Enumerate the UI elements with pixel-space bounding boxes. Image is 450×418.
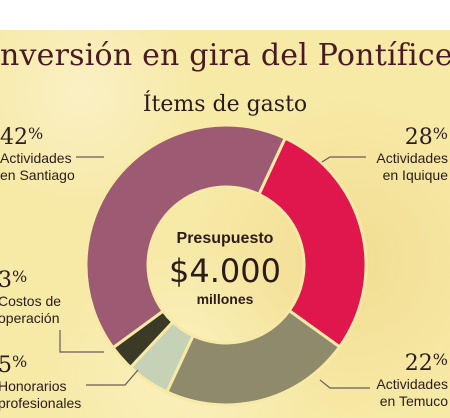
pct-santiago: 42% bbox=[0, 124, 44, 150]
leader-costos bbox=[59, 330, 104, 353]
label-santiago-line1: Actividades bbox=[0, 150, 72, 166]
leader-temuco bbox=[319, 379, 370, 389]
pct-iquique: 28% bbox=[404, 124, 448, 150]
label-temuco-line2: en Temuco bbox=[379, 393, 448, 409]
label-costos: 3% Costos de operación bbox=[0, 269, 61, 327]
center-unit: millones bbox=[196, 291, 254, 307]
label-honorarios: 5% Honorarios profesionales bbox=[0, 354, 81, 412]
label-santiago-line2: en Santiago bbox=[0, 167, 75, 183]
pct-temuco: 22% bbox=[404, 350, 448, 376]
label-costos-line2: operación bbox=[0, 310, 60, 326]
slices-layer bbox=[84, 123, 368, 407]
pct-costos: 3% bbox=[0, 267, 28, 293]
slice-iquique bbox=[256, 136, 368, 349]
center-value: $4.000 bbox=[169, 252, 281, 290]
leader-lines bbox=[59, 156, 370, 389]
slice-santiago bbox=[84, 123, 288, 350]
chart-subtitle: Ítems de gasto bbox=[142, 92, 308, 117]
pct-honorarios: 5% bbox=[0, 352, 28, 378]
label-costos-line1: Costos de bbox=[0, 293, 62, 309]
top-band bbox=[0, 0, 450, 30]
label-honorarios-line2: profesionales bbox=[0, 395, 82, 411]
leader-honorarios bbox=[86, 369, 139, 386]
leader-iquique bbox=[321, 156, 366, 163]
label-temuco-line1: Actividades bbox=[376, 376, 448, 392]
label-iquique-line1: Actividades bbox=[376, 150, 448, 166]
label-temuco: 22% Actividades en Temuco bbox=[376, 352, 448, 410]
page-title: nversión en gira del Pontífice bbox=[0, 38, 450, 73]
label-santiago: 42% Actividades en Santiago bbox=[0, 126, 75, 184]
slice-temuco bbox=[164, 308, 342, 407]
center-heading: Presupuesto bbox=[176, 230, 274, 247]
label-honorarios-line1: Honorarios bbox=[0, 378, 67, 394]
label-iquique-line2: en Iquique bbox=[382, 167, 448, 183]
label-iquique: 28% Actividades en Iquique bbox=[376, 126, 448, 184]
